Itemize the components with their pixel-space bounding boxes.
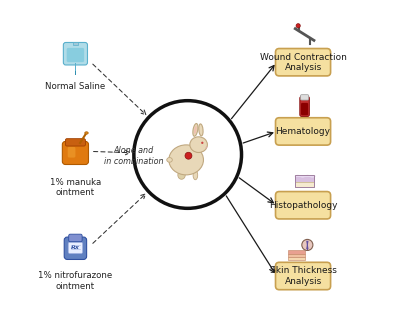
Text: Hematology: Hematology — [276, 127, 330, 136]
Circle shape — [185, 152, 192, 159]
Circle shape — [302, 239, 313, 251]
FancyBboxPatch shape — [67, 48, 84, 62]
Bar — [75, 62, 76, 70]
Bar — [75, 70, 76, 75]
FancyBboxPatch shape — [276, 118, 330, 145]
Ellipse shape — [169, 145, 204, 175]
Circle shape — [201, 142, 204, 144]
FancyBboxPatch shape — [276, 49, 330, 76]
FancyBboxPatch shape — [64, 237, 87, 260]
Ellipse shape — [193, 171, 198, 180]
Text: 1% manuka
ointment: 1% manuka ointment — [50, 178, 101, 197]
Text: Alone and
in combination: Alone and in combination — [104, 146, 164, 166]
Circle shape — [134, 101, 242, 208]
Bar — [288, 257, 305, 260]
FancyBboxPatch shape — [69, 234, 82, 242]
Text: Rx: Rx — [71, 245, 80, 250]
FancyBboxPatch shape — [295, 183, 314, 188]
Text: Wound Contraction
Analysis: Wound Contraction Analysis — [260, 53, 346, 72]
Ellipse shape — [193, 124, 198, 136]
FancyBboxPatch shape — [295, 176, 314, 183]
FancyBboxPatch shape — [68, 242, 82, 253]
Ellipse shape — [194, 126, 197, 134]
Ellipse shape — [178, 171, 185, 179]
Ellipse shape — [190, 137, 207, 153]
FancyBboxPatch shape — [66, 139, 86, 146]
Circle shape — [296, 24, 300, 28]
Ellipse shape — [85, 132, 88, 134]
Bar — [288, 254, 305, 257]
Bar — [73, 42, 78, 45]
FancyBboxPatch shape — [276, 192, 330, 219]
FancyBboxPatch shape — [68, 147, 76, 158]
Bar — [288, 250, 305, 254]
FancyBboxPatch shape — [301, 103, 308, 115]
Bar — [295, 175, 314, 188]
Ellipse shape — [199, 124, 203, 136]
FancyBboxPatch shape — [276, 262, 330, 290]
FancyBboxPatch shape — [62, 142, 88, 164]
Circle shape — [206, 146, 207, 148]
Text: Skin Thickness
Analysis: Skin Thickness Analysis — [270, 266, 336, 286]
FancyBboxPatch shape — [300, 95, 309, 100]
Ellipse shape — [167, 158, 172, 162]
FancyBboxPatch shape — [300, 96, 309, 116]
Text: Normal Saline: Normal Saline — [45, 82, 106, 91]
Text: 1% nitrofurazone
ointment: 1% nitrofurazone ointment — [38, 271, 112, 291]
Text: Histopathology: Histopathology — [269, 201, 337, 210]
FancyBboxPatch shape — [63, 42, 88, 65]
